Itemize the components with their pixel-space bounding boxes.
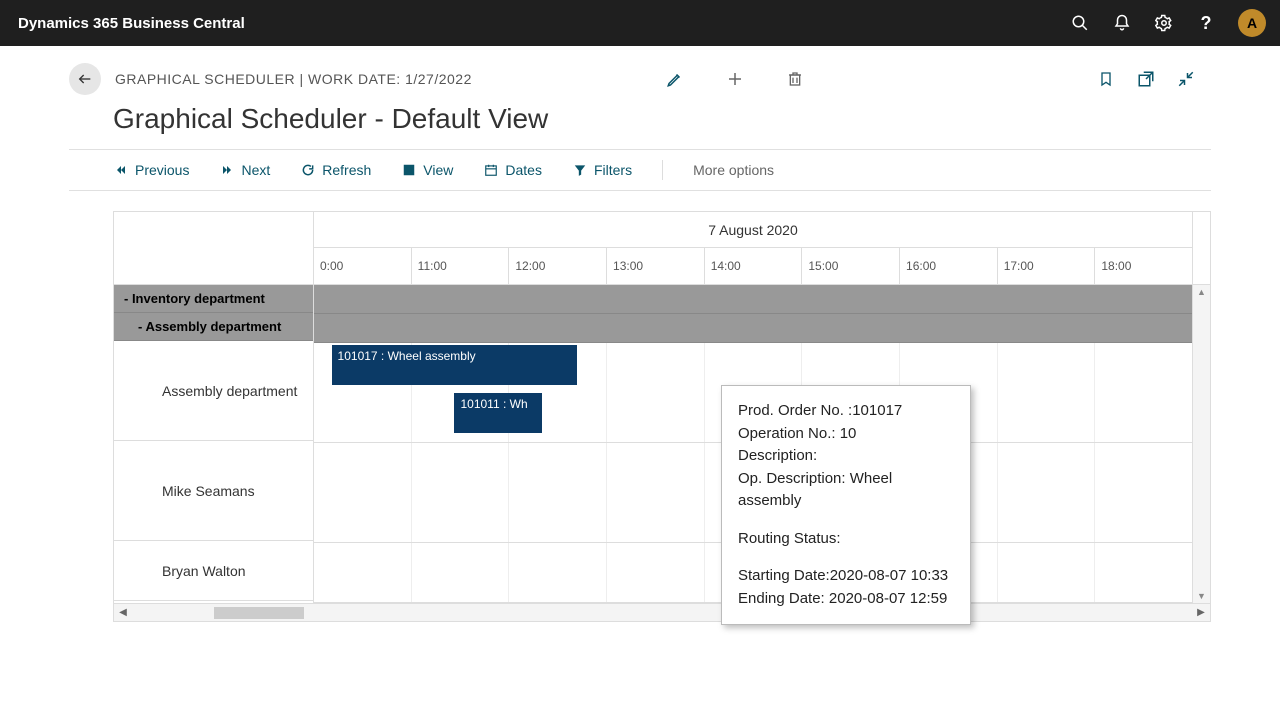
vertical-scrollbar[interactable]: ▲ ▼ xyxy=(1192,285,1210,603)
help-icon[interactable]: ? xyxy=(1196,13,1216,33)
group-spacer-inventory xyxy=(314,285,1192,314)
dates-button[interactable]: Dates xyxy=(483,162,542,178)
collapse-icon[interactable] xyxy=(1177,70,1195,88)
gantt-bar[interactable]: 101011 : Wh xyxy=(454,393,542,433)
actionbar: Previous Next Refresh View Dates Filters… xyxy=(41,150,1239,190)
gantt-tooltip: Prod. Order No. :101017 Operation No.: 1… xyxy=(721,385,971,625)
tooltip-line: Operation No.: 10 xyxy=(738,423,954,446)
group-inventory[interactable]: - Inventory department xyxy=(114,285,313,313)
tooltip-line: Starting Date:2020-08-07 10:33 xyxy=(738,565,954,588)
next-button[interactable]: Next xyxy=(219,162,270,178)
bookmark-icon[interactable] xyxy=(1097,70,1115,88)
hours-row: 0:00 11:00 12:00 13:00 14:00 15:00 16:00… xyxy=(314,248,1192,284)
previous-label: Previous xyxy=(135,162,189,178)
add-icon[interactable] xyxy=(726,70,744,88)
hour-cell: 15:00 xyxy=(801,248,899,284)
hour-cell: 13:00 xyxy=(606,248,704,284)
popout-icon[interactable] xyxy=(1137,70,1155,88)
bell-icon[interactable] xyxy=(1112,13,1132,33)
group-assembly[interactable]: - Assembly department xyxy=(114,313,313,341)
more-options-button[interactable]: More options xyxy=(693,162,774,178)
search-icon[interactable] xyxy=(1070,13,1090,33)
header-center-icons xyxy=(666,70,804,88)
timeline-header: 7 August 2020 0:00 11:00 12:00 13:00 14:… xyxy=(113,211,1211,284)
hour-cell: 12:00 xyxy=(508,248,606,284)
breadcrumb: GRAPHICAL SCHEDULER | WORK DATE: 1/27/20… xyxy=(115,71,472,87)
next-label: Next xyxy=(241,162,270,178)
refresh-label: Refresh xyxy=(322,162,371,178)
tooltip-line: Description: xyxy=(738,445,954,468)
divider-2 xyxy=(69,190,1211,191)
scroll-header-spacer xyxy=(1192,212,1210,284)
scroll-right-icon[interactable]: ▶ xyxy=(1192,607,1210,618)
delete-icon[interactable] xyxy=(786,70,804,88)
row-label-header xyxy=(114,212,314,284)
resource-row-assembly[interactable]: Assembly department xyxy=(114,341,313,441)
refresh-button[interactable]: Refresh xyxy=(300,162,371,178)
tooltip-line xyxy=(738,513,954,528)
gear-icon[interactable] xyxy=(1154,13,1174,33)
hour-cell: 11:00 xyxy=(411,248,509,284)
tooltip-line: Routing Status: xyxy=(738,528,954,551)
gantt-body: - Inventory department - Assembly depart… xyxy=(113,284,1211,604)
avatar[interactable]: A xyxy=(1238,9,1266,37)
edit-icon[interactable] xyxy=(666,70,684,88)
hour-cell: 0:00 xyxy=(314,248,411,284)
row-labels: - Inventory department - Assembly depart… xyxy=(114,285,314,603)
date-label: 7 August 2020 xyxy=(314,212,1192,248)
hour-cell: 18:00 xyxy=(1094,248,1192,284)
back-button[interactable] xyxy=(69,63,101,95)
topbar: Dynamics 365 Business Central ? A xyxy=(0,0,1280,46)
page-title: Graphical Scheduler - Default View xyxy=(41,95,1239,149)
app-title: Dynamics 365 Business Central xyxy=(18,15,245,32)
tooltip-line xyxy=(738,550,954,565)
resource-row-mike[interactable]: Mike Seamans xyxy=(114,441,313,541)
topbar-right: ? A xyxy=(1070,9,1266,37)
view-icon xyxy=(401,162,417,178)
tooltip-line: Ending Date: 2020-08-07 12:59 xyxy=(738,588,954,611)
dates-icon xyxy=(483,162,499,178)
tooltip-line: Op. Description: Wheel assembly xyxy=(738,468,954,513)
dates-label: Dates xyxy=(505,162,542,178)
page: GRAPHICAL SCHEDULER | WORK DATE: 1/27/20… xyxy=(40,46,1240,700)
view-label: View xyxy=(423,162,453,178)
filters-icon xyxy=(572,162,588,178)
gantt-grid: 101017 : Wheel assembly 101011 : Wh 1010… xyxy=(314,285,1192,603)
actionbar-separator xyxy=(662,160,663,180)
time-columns: 7 August 2020 0:00 11:00 12:00 13:00 14:… xyxy=(314,212,1192,284)
hour-cell: 17:00 xyxy=(997,248,1095,284)
filters-button[interactable]: Filters xyxy=(572,162,632,178)
gantt: 7 August 2020 0:00 11:00 12:00 13:00 14:… xyxy=(113,211,1211,604)
refresh-icon xyxy=(300,162,316,178)
group-spacer-assembly xyxy=(314,314,1192,343)
hour-cell: 16:00 xyxy=(899,248,997,284)
tooltip-line: Prod. Order No. :101017 xyxy=(738,400,954,423)
next-icon xyxy=(219,162,235,178)
scroll-left-icon[interactable]: ◀ xyxy=(114,607,132,618)
previous-button[interactable]: Previous xyxy=(113,162,189,178)
header-right-icons xyxy=(1097,70,1211,88)
page-header-row: GRAPHICAL SCHEDULER | WORK DATE: 1/27/20… xyxy=(41,47,1239,95)
previous-icon xyxy=(113,162,129,178)
hour-cell: 14:00 xyxy=(704,248,802,284)
view-button[interactable]: View xyxy=(401,162,453,178)
resource-row-bryan[interactable]: Bryan Walton xyxy=(114,541,313,601)
gantt-bar[interactable]: 101017 : Wheel assembly xyxy=(332,345,578,385)
scroll-thumb[interactable] xyxy=(214,607,304,619)
horizontal-scrollbar[interactable]: ◀ ▶ xyxy=(113,604,1211,622)
filters-label: Filters xyxy=(594,162,632,178)
